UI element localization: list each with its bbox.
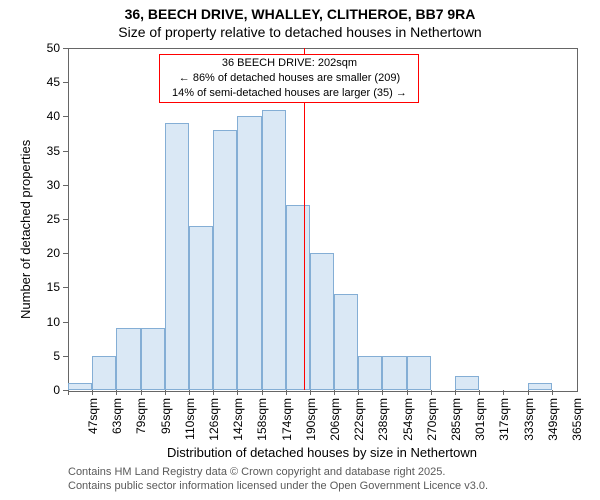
x-tick-mark xyxy=(358,390,359,395)
y-tick-mark xyxy=(63,219,68,220)
y-tick-mark xyxy=(63,287,68,288)
y-tick-mark xyxy=(63,116,68,117)
y-tick-label: 35 xyxy=(32,144,60,158)
x-tick-label: 349sqm xyxy=(546,398,560,448)
histogram-bar xyxy=(237,116,261,390)
x-tick-label: 365sqm xyxy=(570,398,584,448)
y-tick-mark xyxy=(63,151,68,152)
histogram-bar xyxy=(358,356,382,390)
histogram-bar xyxy=(141,328,165,390)
x-tick-label: 79sqm xyxy=(134,398,148,448)
x-tick-mark xyxy=(479,390,480,395)
histogram-bar xyxy=(189,226,213,390)
chart-container: 36, BEECH DRIVE, WHALLEY, CLITHEROE, BB7… xyxy=(0,0,600,500)
x-tick-label: 174sqm xyxy=(280,398,294,448)
y-tick-label: 45 xyxy=(32,75,60,89)
x-tick-mark xyxy=(528,390,529,395)
x-tick-label: 47sqm xyxy=(86,398,100,448)
histogram-bar xyxy=(262,110,286,390)
annotation-line1: 36 BEECH DRIVE: 202sqm xyxy=(164,56,414,71)
chart-title-line2: Size of property relative to detached ho… xyxy=(0,24,600,40)
histogram-bar xyxy=(165,123,189,390)
x-tick-mark xyxy=(503,390,504,395)
x-tick-label: 158sqm xyxy=(255,398,269,448)
x-tick-label: 206sqm xyxy=(328,398,342,448)
y-tick-mark xyxy=(63,82,68,83)
x-tick-mark xyxy=(310,390,311,395)
x-tick-label: 285sqm xyxy=(449,398,463,448)
x-tick-label: 270sqm xyxy=(425,398,439,448)
histogram-bar xyxy=(407,356,431,390)
x-tick-label: 254sqm xyxy=(401,398,415,448)
annotation-line2: ← 86% of detached houses are smaller (20… xyxy=(164,71,414,86)
x-tick-mark xyxy=(334,390,335,395)
y-tick-label: 0 xyxy=(32,383,60,397)
x-tick-label: 190sqm xyxy=(304,398,318,448)
histogram-bar xyxy=(455,376,479,390)
x-tick-mark xyxy=(237,390,238,395)
histogram-bar xyxy=(213,130,237,390)
x-tick-mark xyxy=(68,390,69,395)
x-tick-label: 222sqm xyxy=(352,398,366,448)
x-tick-mark xyxy=(552,390,553,395)
footer-line2: Contains public sector information licen… xyxy=(68,480,488,492)
x-tick-label: 110sqm xyxy=(183,398,197,448)
histogram-bar xyxy=(286,205,310,390)
annotation-box: 36 BEECH DRIVE: 202sqm← 86% of detached … xyxy=(159,54,419,103)
x-tick-label: 126sqm xyxy=(207,398,221,448)
x-tick-label: 333sqm xyxy=(522,398,536,448)
y-tick-label: 20 xyxy=(32,246,60,260)
y-tick-label: 15 xyxy=(32,280,60,294)
x-tick-label: 95sqm xyxy=(159,398,173,448)
y-tick-label: 40 xyxy=(32,109,60,123)
x-tick-mark xyxy=(431,390,432,395)
y-tick-label: 5 xyxy=(32,349,60,363)
x-tick-label: 238sqm xyxy=(376,398,390,448)
x-tick-label: 142sqm xyxy=(231,398,245,448)
y-tick-mark xyxy=(63,253,68,254)
histogram-bar xyxy=(68,383,92,390)
y-tick-label: 25 xyxy=(32,212,60,226)
y-axis-label: Number of detached properties xyxy=(18,140,33,319)
x-tick-mark xyxy=(165,390,166,395)
y-tick-label: 50 xyxy=(32,41,60,55)
y-tick-mark xyxy=(63,322,68,323)
histogram-bar xyxy=(92,356,116,390)
x-tick-mark xyxy=(262,390,263,395)
x-tick-mark xyxy=(92,390,93,395)
x-tick-mark xyxy=(286,390,287,395)
histogram-bar xyxy=(334,294,358,390)
x-tick-mark xyxy=(189,390,190,395)
y-tick-mark xyxy=(63,48,68,49)
histogram-bar xyxy=(528,383,552,390)
x-tick-label: 317sqm xyxy=(497,398,511,448)
x-tick-mark xyxy=(116,390,117,395)
y-tick-label: 30 xyxy=(32,178,60,192)
x-tick-mark xyxy=(455,390,456,395)
chart-title-line1: 36, BEECH DRIVE, WHALLEY, CLITHEROE, BB7… xyxy=(0,6,600,22)
histogram-bar xyxy=(382,356,406,390)
x-tick-mark xyxy=(141,390,142,395)
x-tick-mark xyxy=(382,390,383,395)
y-tick-label: 10 xyxy=(32,315,60,329)
x-tick-label: 63sqm xyxy=(110,398,124,448)
x-tick-mark xyxy=(213,390,214,395)
histogram-bar xyxy=(116,328,140,390)
y-tick-mark xyxy=(63,185,68,186)
x-tick-label: 301sqm xyxy=(473,398,487,448)
y-tick-mark xyxy=(63,356,68,357)
footer-line1: Contains HM Land Registry data © Crown c… xyxy=(68,466,445,478)
annotation-line3: 14% of semi-detached houses are larger (… xyxy=(164,86,414,101)
histogram-bar xyxy=(310,253,334,390)
x-tick-mark xyxy=(407,390,408,395)
